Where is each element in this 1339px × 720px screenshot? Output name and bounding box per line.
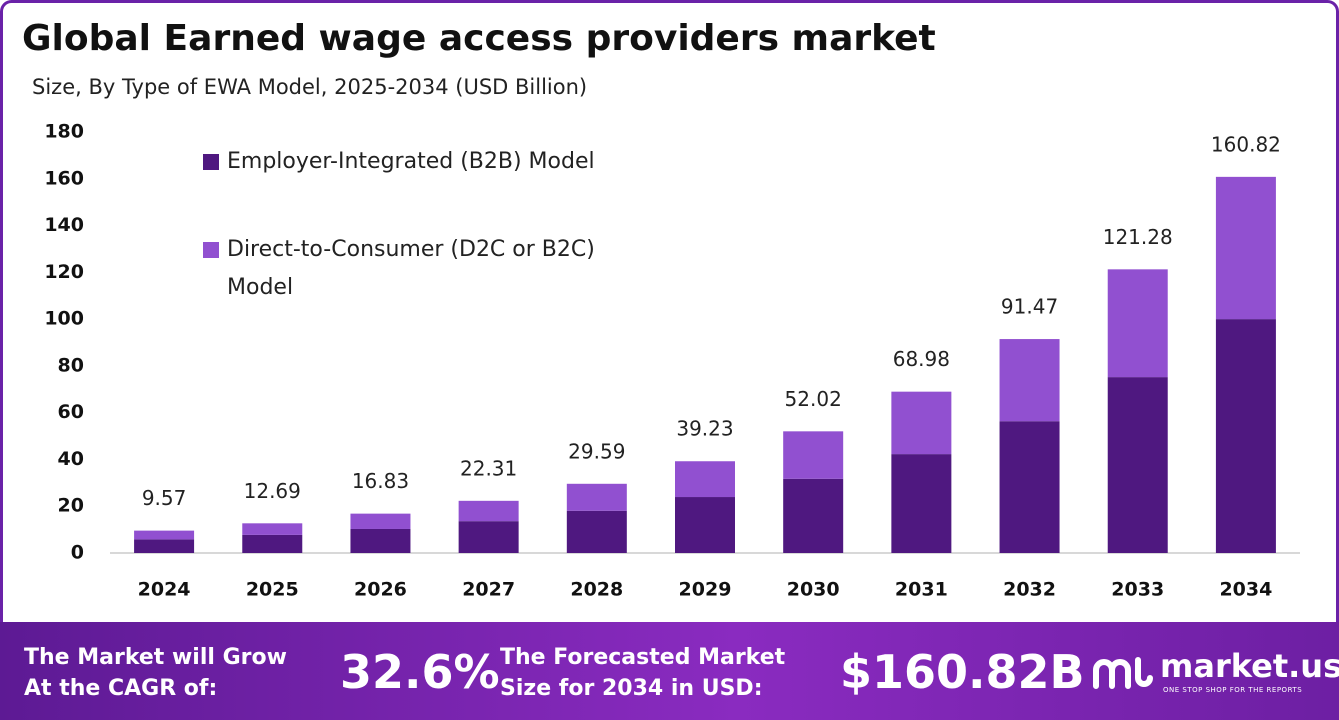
- bar-segment: [566, 483, 627, 511]
- label-line: At the CAGR of:: [24, 676, 218, 701]
- chart-subtitle: Size, By Type of EWA Model, 2025-2034 (U…: [32, 75, 587, 99]
- bar-segment: [242, 523, 303, 535]
- x-tick-label: 2024: [138, 579, 191, 601]
- bar-segment: [783, 478, 844, 553]
- bar-segment: [1107, 377, 1168, 553]
- x-tick-label: 2025: [246, 579, 299, 601]
- total-label: 39.23: [676, 417, 733, 441]
- y-tick-label: 20: [58, 495, 84, 517]
- bar-segment: [566, 510, 627, 553]
- brand-tagline: ONE STOP SHOP FOR THE REPORTS: [1163, 686, 1303, 694]
- total-label: 160.82: [1211, 132, 1281, 156]
- y-tick-label: 120: [44, 261, 84, 283]
- y-tick-label: 160: [44, 167, 84, 189]
- x-tick-label: 2030: [787, 579, 840, 601]
- label-line: Size for 2034 in USD:: [500, 676, 763, 701]
- x-tick-label: 2034: [1219, 579, 1272, 601]
- y-tick-label: 180: [44, 121, 84, 143]
- total-label: 9.57: [142, 486, 187, 510]
- total-label: 68.98: [893, 347, 950, 371]
- x-tick-label: 2033: [1111, 579, 1164, 601]
- bar-segment: [350, 528, 411, 553]
- x-tick-label: 2029: [679, 579, 732, 601]
- label-line: The Market will Grow: [24, 645, 287, 670]
- y-tick-label: 60: [58, 401, 84, 423]
- brand-logo: [1093, 657, 1153, 689]
- legend-swatch: [203, 154, 219, 170]
- total-label: 12.69: [244, 479, 301, 503]
- bar-segment: [675, 497, 735, 553]
- label-line: The Forecasted Market: [500, 645, 786, 670]
- legend-label: Employer-Integrated (B2B) Model: [227, 149, 595, 174]
- bar-segment: [350, 513, 411, 529]
- x-tick-label: 2031: [895, 579, 948, 601]
- total-label: 91.47: [1001, 295, 1058, 319]
- total-label: 29.59: [568, 439, 625, 463]
- legend-item: Employer-Integrated (B2B) Model: [203, 143, 667, 181]
- bar-segment: [999, 339, 1060, 422]
- x-tick-label: 2028: [570, 579, 623, 601]
- bar-segment: [134, 539, 195, 553]
- brand-name: market.us: [1160, 647, 1339, 685]
- bar-segment: [242, 534, 303, 553]
- total-label: 52.02: [785, 387, 842, 411]
- y-tick-label: 0: [71, 542, 84, 564]
- y-tick-label: 140: [44, 214, 84, 236]
- forecast-value: $160.82B: [840, 645, 1085, 699]
- y-tick-label: 80: [58, 354, 84, 376]
- legend-item: Direct-to-Consumer (D2C or B2C) Model: [203, 231, 667, 307]
- y-tick-label: 100: [44, 308, 84, 330]
- total-label: 121.28: [1103, 225, 1173, 249]
- bar-segment: [675, 461, 735, 498]
- x-tick-label: 2027: [462, 579, 515, 601]
- bar-segment: [1107, 269, 1168, 378]
- bar-segment: [458, 500, 519, 522]
- bar-segment: [1215, 176, 1276, 320]
- legend-label: Direct-to-Consumer (D2C or B2C) Model: [227, 237, 595, 300]
- bar-segment: [458, 521, 519, 553]
- chart: Global Earned wage access providers mark…: [0, 0, 1339, 622]
- legend-swatch: [203, 242, 219, 258]
- y-tick-label: 40: [58, 448, 84, 470]
- bar-segment: [1215, 319, 1276, 553]
- total-label: 16.83: [352, 469, 409, 493]
- bar-segment: [891, 391, 952, 455]
- frame: [0, 0, 1339, 622]
- bar-segment: [999, 421, 1060, 553]
- x-tick-label: 2032: [1003, 579, 1056, 601]
- footer: The Market will Grow At the CAGR of: 32.…: [0, 622, 1339, 720]
- x-tick-label: 2026: [354, 579, 407, 601]
- chart-title: Global Earned wage access providers mark…: [22, 18, 936, 59]
- bar-segment: [783, 431, 844, 479]
- bar-segment: [134, 530, 195, 540]
- cagr-value: 32.6%: [340, 645, 500, 699]
- bar-segment: [891, 454, 952, 553]
- total-label: 22.31: [460, 456, 517, 480]
- forecast-label: The Forecasted Market Size for 2034 in U…: [500, 642, 785, 704]
- cagr-label: The Market will Grow At the CAGR of:: [24, 642, 287, 704]
